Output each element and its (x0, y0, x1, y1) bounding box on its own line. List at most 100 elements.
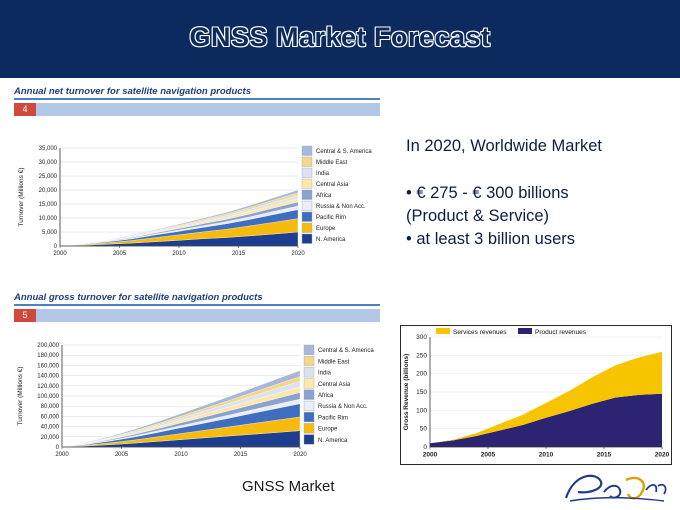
legend-swatch (303, 400, 315, 411)
legend-label: Services revenues (453, 329, 507, 336)
chart-1-title: Annual net turnover for satellite naviga… (14, 86, 380, 100)
chart-1-net-turnover: 0 5,000 10,000 15,000 20,000 25,000 30,000 35,0… (18, 145, 372, 257)
summary-bullet-2: (Product & Service) (406, 207, 550, 226)
legend-swatch (301, 178, 313, 189)
legend-swatch (301, 222, 313, 233)
y-tick-label: 300 (416, 334, 427, 341)
summary-bullet-3: • at least 3 billion users (406, 230, 576, 249)
legend-swatch (301, 211, 313, 222)
x-tick-label: 2020 (655, 452, 670, 459)
x-tick-label: 2000 (423, 452, 438, 459)
y-tick-label: 200,000 (37, 343, 59, 349)
y-tick-label: 15,000 (39, 202, 58, 208)
x-tick-label: 2015 (597, 452, 612, 459)
chart-1-badge-bar: 4 (14, 103, 380, 116)
x-tick-label: 2005 (115, 452, 129, 458)
legend-label: India (316, 171, 330, 177)
progeny-logo (564, 474, 667, 502)
legend-label: Africa (316, 193, 332, 199)
x-tick-label: 2000 (53, 251, 67, 257)
footer-label: GNSS Market (242, 478, 335, 495)
y-tick-label: 0 (423, 444, 427, 451)
legend-swatch (518, 328, 532, 334)
y-tick-label: 150 (416, 389, 427, 396)
chart-2-badge-bar: 5 (14, 309, 380, 322)
legend-swatch (303, 367, 315, 378)
y-tick-label: 200 (416, 371, 427, 378)
x-tick-label: 2010 (174, 452, 188, 458)
x-tick-label: 2010 (539, 452, 554, 459)
y-tick-label: 60,000 (41, 414, 60, 420)
legend-swatch (303, 389, 315, 400)
legend-label: Africa (318, 393, 334, 399)
x-tick-label: 2005 (481, 452, 496, 459)
market-summary: In 2020, Worldwide Market • € 275 - € 30… (406, 135, 676, 251)
y-axis-label: Turnover (Millions €) (17, 367, 24, 426)
y-tick-label: 50 (420, 426, 428, 433)
legend-label: Russia & Non Acc. (318, 404, 368, 410)
y-tick-label: 0 (56, 445, 60, 451)
y-tick-label: 20,000 (39, 188, 58, 194)
summary-heading: In 2020, Worldwide Market (406, 137, 602, 155)
y-tick-label: 250 (416, 352, 427, 359)
legend-label: Pacific Rim (318, 415, 348, 421)
x-tick-label: 2000 (55, 452, 69, 458)
legend-swatch (301, 233, 313, 244)
legend-label: Product revenues (535, 329, 587, 336)
chart-frame (400, 325, 672, 465)
y-tick-label: 160,000 (37, 363, 59, 369)
legend-label: Middle East (318, 359, 350, 365)
slide-title: GNSS Market Forecast (189, 22, 491, 52)
legend-label: Russia & Non Acc. (316, 204, 366, 210)
y-tick-label: 100 (416, 407, 427, 414)
legend-swatch (301, 156, 313, 167)
legend-label: India (318, 371, 332, 377)
series-area-central-s-america (61, 370, 301, 448)
series-area-services-revenues (430, 351, 662, 444)
y-tick-label: 180,000 (37, 353, 59, 359)
legend-swatch (301, 167, 313, 178)
legend-swatch (303, 434, 315, 445)
chart-1-badge: 4 (14, 103, 36, 116)
y-tick-label: 120,000 (37, 384, 59, 390)
chart-2-gross-turnover: 0 20,000 40,000 60,000 80,000 100,000 120,000 1… (17, 343, 374, 458)
y-tick-label: 20,000 (41, 435, 60, 441)
y-tick-label: 0 (54, 244, 58, 250)
y-tick-label: 5,000 (42, 230, 58, 236)
y-tick-label: 140,000 (37, 374, 59, 380)
y-tick-label: 100,000 (37, 394, 59, 400)
x-tick-label: 2015 (234, 452, 248, 458)
legend-swatch (301, 200, 313, 211)
legend-swatch (301, 145, 313, 156)
legend-label: Central Asia (316, 182, 349, 188)
legend-label: Central Asia (318, 382, 351, 388)
legend-label: Pacific Rim (316, 215, 346, 221)
legend-label: Europe (316, 226, 336, 232)
y-tick-label: 35,000 (39, 146, 58, 152)
legend-label: Central & S. America (318, 348, 374, 354)
y-axis-label: Turnover (Millions €) (18, 168, 25, 227)
legend-swatch (303, 423, 315, 434)
x-tick-label: 2010 (172, 251, 186, 257)
legend-swatch (303, 378, 315, 389)
series-area-central-s-america (59, 189, 299, 247)
legend-bar (430, 326, 662, 336)
legend-swatch (303, 344, 315, 355)
legend-swatch (436, 328, 450, 334)
y-tick-label: 40,000 (41, 425, 60, 431)
legend-swatch (303, 411, 315, 423)
chart-2-title: Annual gross turnover for satellite navi… (14, 292, 380, 306)
legend-swatch (303, 356, 315, 367)
y-tick-label: 30,000 (39, 160, 58, 166)
y-tick-label: 10,000 (39, 216, 58, 222)
legend-label: Central & S. America (316, 149, 372, 155)
y-tick-label: 80,000 (41, 404, 60, 410)
x-tick-label: 2015 (232, 251, 246, 257)
legend-label: N. America (316, 237, 346, 243)
legend-label: N. America (318, 438, 348, 444)
y-tick-label: 25,000 (39, 174, 58, 180)
chart-3-gross-revenue: 0 50 100 150 200 250 300 2000 2005 2010 2015 2020 Gr… (400, 325, 672, 465)
legend-label: Europe (318, 427, 338, 433)
y-axis-label: Gross Revenue (billions) (403, 354, 410, 431)
x-tick-label: 2020 (293, 452, 307, 458)
